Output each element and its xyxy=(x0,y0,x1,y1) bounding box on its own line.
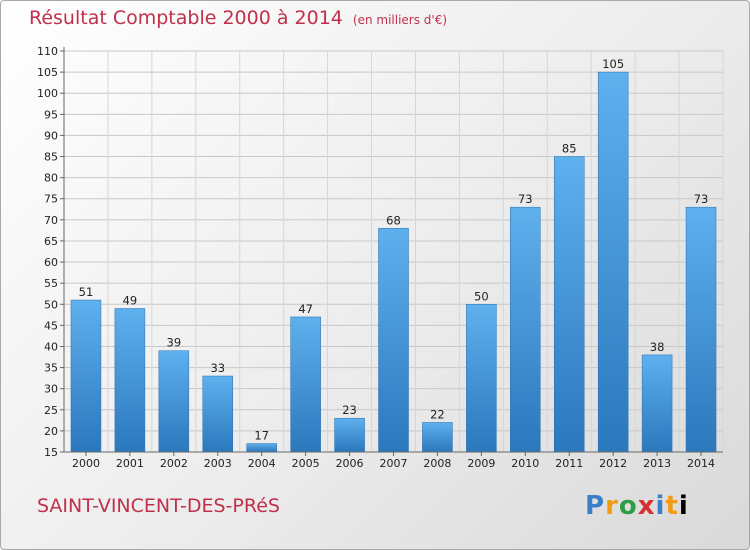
value-label-2008: 22 xyxy=(430,407,445,421)
x-tick-label-2001: 2001 xyxy=(116,457,144,470)
bar-2005 xyxy=(290,316,321,453)
x-tick-label-2000: 2000 xyxy=(72,457,100,470)
y-tick-label: 20 xyxy=(44,425,58,438)
value-label-2007: 68 xyxy=(386,213,401,227)
y-tick-label: 60 xyxy=(44,256,58,269)
x-tick-label-2010: 2010 xyxy=(511,457,539,470)
chart-title: Résultat Comptable 2000 à 2014 (en millie… xyxy=(29,7,447,29)
y-tick-label: 105 xyxy=(37,66,58,79)
commune-name: SAINT-VINCENT-DES-PRéS xyxy=(37,495,280,517)
value-label-2009: 50 xyxy=(474,289,489,303)
bar-2002 xyxy=(158,350,190,453)
x-tick-label-2006: 2006 xyxy=(336,457,364,470)
x-tick-label-2008: 2008 xyxy=(423,457,451,470)
x-tick-label-2012: 2012 xyxy=(599,457,627,470)
bar-2010 xyxy=(510,206,541,453)
x-tick-label-2002: 2002 xyxy=(160,457,188,470)
bar-2009 xyxy=(466,304,497,453)
x-tick-label-2005: 2005 xyxy=(292,457,320,470)
bar-2014 xyxy=(685,206,717,453)
value-label-2013: 38 xyxy=(650,340,665,354)
bar-2013 xyxy=(641,354,673,453)
bar-2012 xyxy=(597,71,629,453)
bar-2004 xyxy=(246,443,277,453)
y-tick-label: 30 xyxy=(44,383,58,396)
y-tick-label: 90 xyxy=(44,129,58,142)
value-label-2010: 73 xyxy=(518,192,533,206)
x-tick-label-2013: 2013 xyxy=(643,457,671,470)
value-label-2011: 85 xyxy=(562,142,577,156)
value-label-2000: 51 xyxy=(79,285,94,299)
y-tick-label: 65 xyxy=(44,235,58,248)
value-label-2012: 105 xyxy=(602,57,624,71)
y-tick-label: 75 xyxy=(44,193,58,206)
bar-2006 xyxy=(334,417,365,453)
value-label-2004: 17 xyxy=(254,429,269,443)
value-label-2014: 73 xyxy=(694,192,709,206)
labels: 15 20 25 30 35 40 45 50 55 60 65 70 75 80 85 90 95 100 105… xyxy=(37,45,715,470)
x-tick-label-2004: 2004 xyxy=(248,457,276,470)
value-label-2002: 39 xyxy=(167,336,182,350)
y-tick-label: 15 xyxy=(44,446,58,459)
y-tick-label: 50 xyxy=(44,298,58,311)
x-tick-label-2011: 2011 xyxy=(555,457,583,470)
bars xyxy=(70,71,717,453)
bar-2001 xyxy=(114,308,146,453)
proxiti-logo: Proxiti xyxy=(585,491,689,521)
value-label-2005: 47 xyxy=(298,302,313,316)
chart-title-text: Résultat Comptable 2000 à 2014 xyxy=(29,7,343,29)
x-tick-label-2014: 2014 xyxy=(687,457,715,470)
value-label-2003: 33 xyxy=(210,361,225,375)
bar-2000 xyxy=(70,299,102,453)
y-tick-label: 55 xyxy=(44,277,58,290)
bar-2007 xyxy=(378,228,409,453)
bar-2011 xyxy=(553,156,585,453)
y-tick-label: 25 xyxy=(44,404,58,417)
x-tick-label-2003: 2003 xyxy=(204,457,232,470)
value-label-2001: 49 xyxy=(123,293,138,307)
y-tick-label: 80 xyxy=(44,172,58,185)
y-tick-label: 95 xyxy=(44,108,58,121)
y-tick-label: 35 xyxy=(44,362,58,375)
y-tick-label: 45 xyxy=(44,319,58,332)
y-tick-label: 110 xyxy=(37,45,58,58)
y-tick-label: 100 xyxy=(37,87,58,100)
y-tick-label: 85 xyxy=(44,151,58,164)
bar-2008 xyxy=(422,422,453,453)
x-tick-label-2007: 2007 xyxy=(380,457,408,470)
x-tick-label-2009: 2009 xyxy=(467,457,495,470)
axes xyxy=(60,47,723,456)
y-tick-label: 70 xyxy=(44,214,58,227)
chart-unit-label: (en milliers d'€) xyxy=(352,13,448,27)
y-tick-label: 40 xyxy=(44,340,58,353)
bar-2003 xyxy=(202,375,234,453)
value-label-2006: 23 xyxy=(342,403,357,417)
